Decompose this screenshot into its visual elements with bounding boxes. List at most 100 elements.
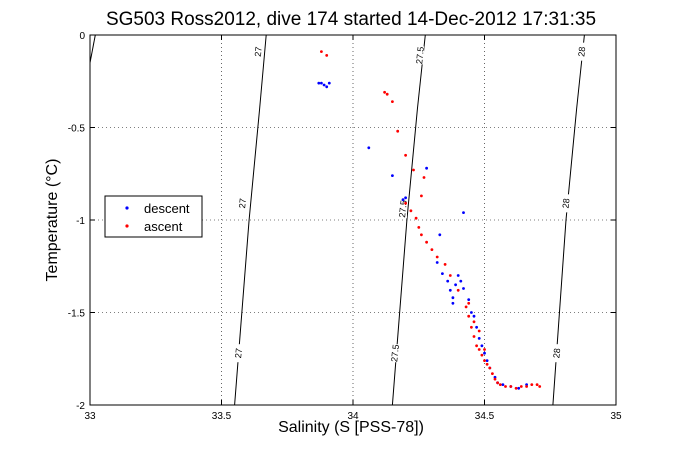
descent-point <box>451 301 455 305</box>
ascent-point <box>496 381 499 385</box>
descent-point <box>462 287 465 290</box>
ascent-point <box>488 366 492 370</box>
contour-label: 27 <box>237 198 248 209</box>
contour-label-bg <box>562 194 571 213</box>
descent-point <box>462 211 465 215</box>
ascent-point <box>414 216 418 220</box>
ascent-point <box>443 263 447 266</box>
ascent-point <box>448 274 452 277</box>
descent-point <box>320 81 323 85</box>
contour-line <box>234 34 267 406</box>
ascent-point <box>422 176 426 179</box>
descent-point <box>446 279 450 283</box>
descent-point <box>322 83 326 87</box>
ascent-point <box>435 255 439 259</box>
ascent-point <box>538 385 542 388</box>
contour-label-bg <box>238 194 247 213</box>
ascent-point <box>467 301 471 305</box>
ascent-legend-marker <box>125 224 129 228</box>
ascent-point <box>467 314 471 318</box>
y-tick-label: -1 <box>76 216 85 227</box>
descent-point <box>477 337 481 340</box>
ascent-point <box>430 248 434 252</box>
contour-label: 27 <box>253 46 264 57</box>
contour-line <box>391 34 426 406</box>
chart-title: SG503 Ross2012, dive 174 started 14-Dec-… <box>106 9 596 30</box>
ascent-point <box>320 50 323 53</box>
ascent-point <box>464 305 468 309</box>
x-axis-label: Salinity (S [PSS-78]) <box>278 419 424 436</box>
descent-point <box>467 298 471 301</box>
y-tick-label: -2 <box>76 401 85 412</box>
descent-point <box>451 296 455 300</box>
ascent-point <box>530 383 534 386</box>
ascent-point <box>391 100 394 103</box>
ascent-point <box>383 90 386 94</box>
contour-label-bg <box>552 344 561 363</box>
descent-point <box>480 344 484 348</box>
contour-label-bg <box>398 199 407 218</box>
ascent-point <box>396 129 400 133</box>
ascent-point <box>485 362 489 366</box>
ascent-point <box>409 209 413 213</box>
descent-point <box>454 283 457 287</box>
legend-box <box>104 195 203 238</box>
contour-line <box>89 34 96 63</box>
contour-label: 27 <box>233 348 244 359</box>
contour-label: 28 <box>561 198 572 209</box>
contour-line <box>552 34 585 406</box>
ascent-point <box>385 92 389 96</box>
descent-point <box>472 314 476 318</box>
descent-point <box>501 383 505 386</box>
ascent-point <box>475 344 478 348</box>
ascent-point <box>483 359 486 362</box>
y-axis-label: Temperature (°C) <box>44 159 61 282</box>
ascent-point <box>519 385 523 388</box>
ascent-point <box>514 386 518 390</box>
ascent-point <box>470 325 473 329</box>
axis-ticks: 33 33.5 34 34.5 35 0 -0.5 -1 -1.5 -2 <box>68 31 622 422</box>
density-contours: 27 27 27 27.5 27.5 27.5 28 28 28 <box>89 34 587 406</box>
y-tick-label: -1.5 <box>68 309 86 320</box>
descent-point <box>425 166 428 170</box>
ascent-point <box>404 201 407 205</box>
ascent-point <box>417 226 421 229</box>
contour-label: 28 <box>576 46 587 57</box>
ascent-point <box>483 348 486 351</box>
descent-point <box>459 279 463 283</box>
contour-label-bg <box>391 344 400 363</box>
descent-legend-label: descent <box>144 201 190 216</box>
x-tick-label: 34 <box>347 411 359 422</box>
descent-point <box>404 196 407 200</box>
y-tick-label: -0.5 <box>68 124 86 135</box>
ascent-point <box>498 383 502 386</box>
grid <box>90 35 616 405</box>
descent-point <box>483 351 486 355</box>
ascent-point <box>509 385 513 388</box>
contour-label: 27.5 <box>389 344 401 362</box>
y-tick-label: 0 <box>79 31 85 42</box>
ascent-point <box>325 54 329 57</box>
descent-point <box>456 274 460 277</box>
contour-label: 27.5 <box>414 46 426 64</box>
ascent-point <box>535 383 539 386</box>
descent-point <box>317 81 321 85</box>
descent-legend-marker <box>125 206 129 210</box>
descent-point <box>367 146 371 150</box>
data-points <box>317 50 542 390</box>
x-tick-label: 35 <box>610 411 622 422</box>
ascent-point <box>504 385 507 388</box>
descent-point <box>448 288 452 292</box>
descent-point <box>325 85 329 89</box>
ascent-point <box>420 233 423 237</box>
contour-label-bg <box>577 42 586 61</box>
contour-label: 28 <box>551 348 562 359</box>
ascent-point <box>472 335 476 338</box>
ascent-point <box>412 168 415 172</box>
x-tick-label: 33 <box>84 411 96 422</box>
ascent-point <box>491 372 494 375</box>
contour-label-bg <box>234 344 243 363</box>
contour-label: 27.5 <box>397 200 409 218</box>
ascent-point <box>477 329 481 333</box>
